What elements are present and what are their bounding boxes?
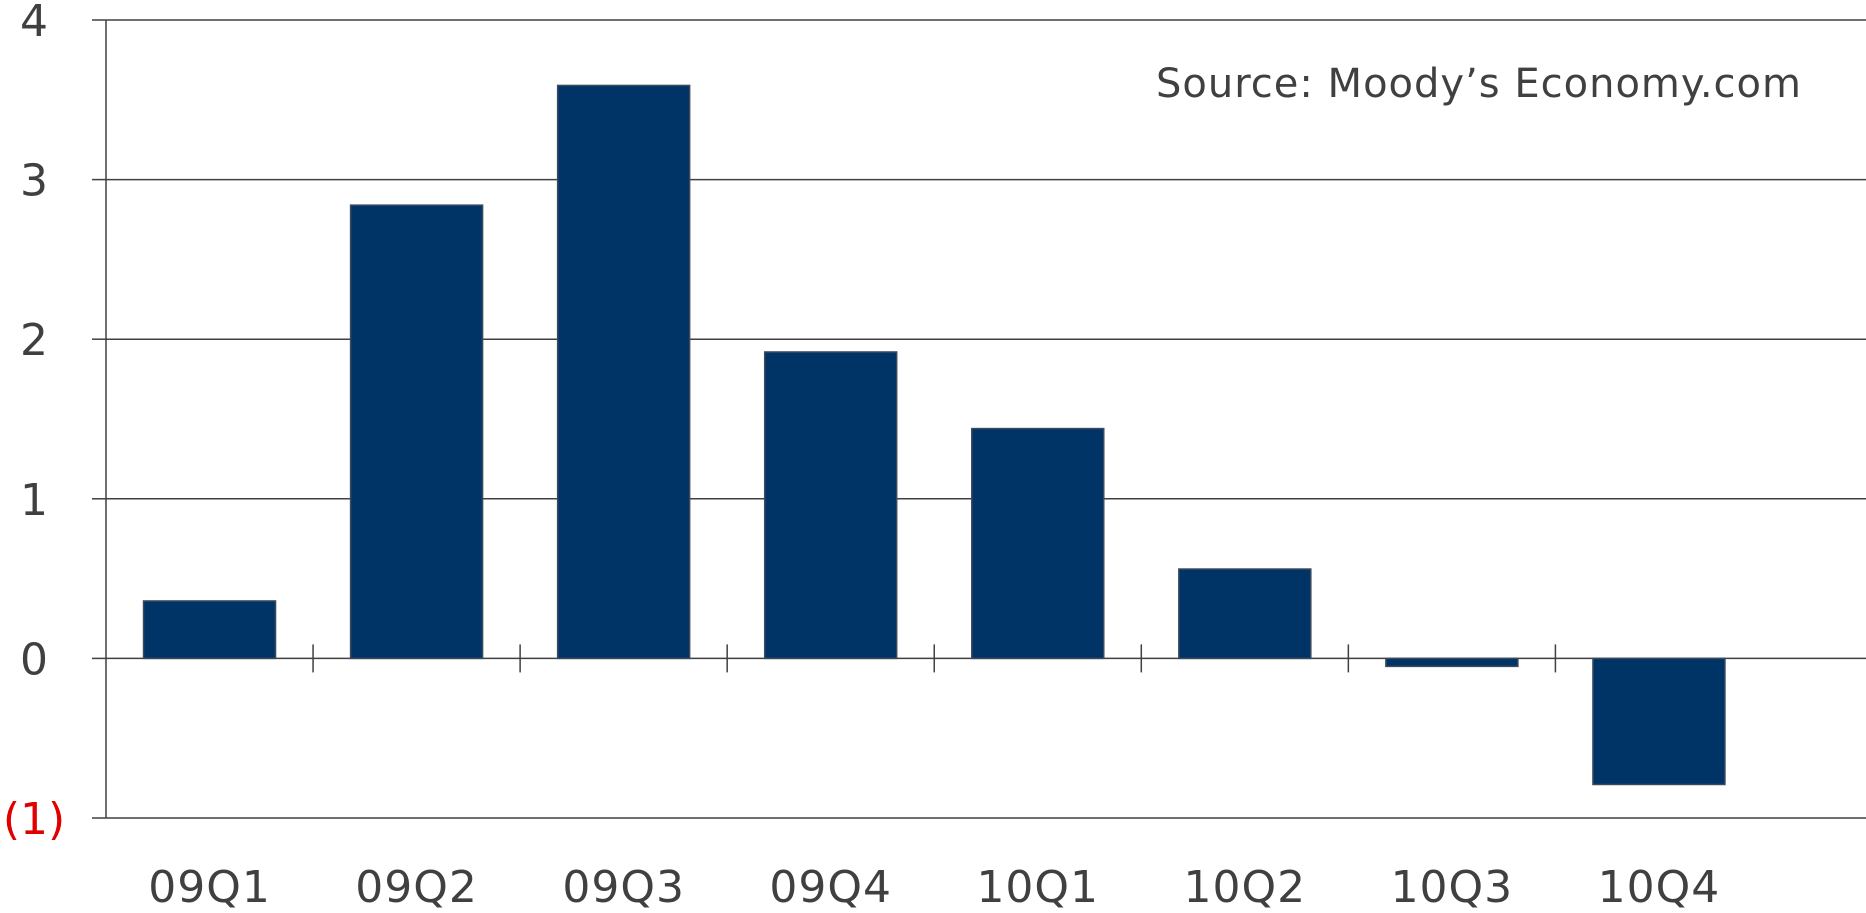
x-tick-label: 10Q1 [976, 862, 1099, 908]
bar [971, 427, 1105, 660]
bars [142, 84, 1726, 786]
bar [556, 84, 691, 660]
bar [142, 600, 277, 660]
source-annotation: Source: Moody’s Economy.com [1156, 61, 1802, 107]
y-tick-label: 3 [20, 156, 48, 207]
x-tick-label: 09Q2 [355, 862, 478, 908]
x-tick-label: 10Q4 [1598, 862, 1721, 908]
bar [1178, 568, 1312, 660]
x-tick-label: 09Q1 [148, 862, 271, 908]
y-tick-label: (1) [3, 794, 65, 845]
y-tick-label: 0 [20, 634, 48, 685]
x-tick-label: 10Q2 [1184, 862, 1307, 908]
bar [1592, 657, 1726, 786]
x-tick-labels: 09Q1 09Q2 09Q3 09Q4 10Q1 10Q2 10Q3 10Q4 [148, 862, 1721, 913]
bar [1385, 657, 1519, 668]
y-tick-label: 2 [20, 315, 48, 366]
bar [763, 351, 898, 660]
axes [92, 19, 1557, 819]
x-tick-label: 10Q3 [1391, 862, 1514, 908]
x-tick-label: 09Q3 [562, 862, 685, 908]
y-tick-labels: 4 3 2 1 0 (1) [3, 0, 65, 845]
y-tick-label: 1 [20, 475, 48, 526]
y-tick-label: 4 [20, 0, 48, 47]
bar [349, 204, 484, 660]
x-tick-label: 09Q4 [769, 862, 892, 908]
